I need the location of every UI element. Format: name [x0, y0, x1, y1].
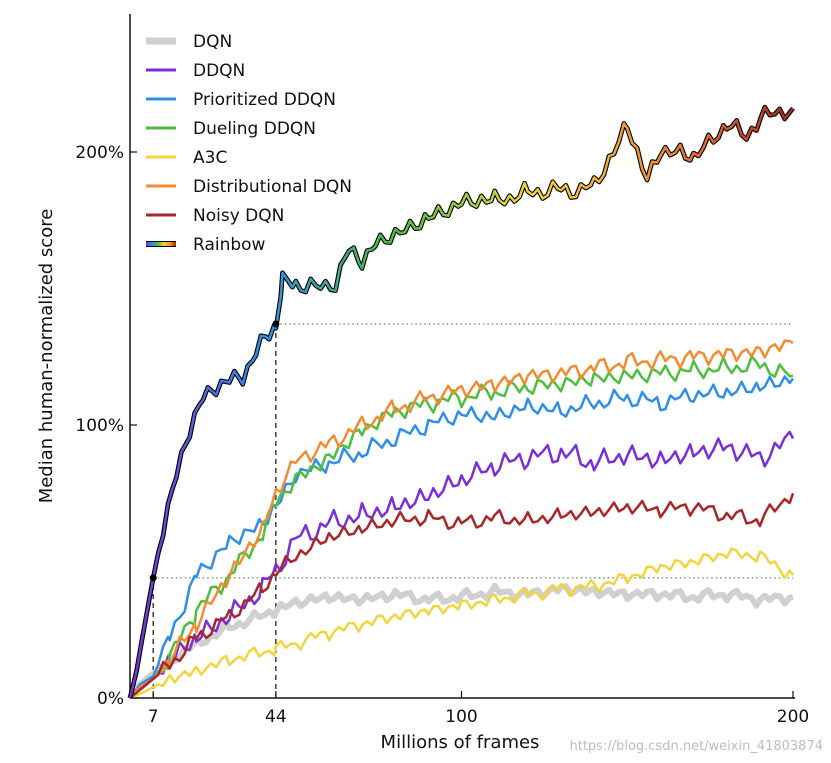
- y-tick-label-0: 0%: [97, 689, 124, 709]
- series-line-dqn: [127, 582, 794, 700]
- marker-point-0: [149, 574, 157, 582]
- series-line-dueling-ddqn: [129, 355, 794, 699]
- legend-label-1: DDQN: [193, 61, 245, 81]
- series-lines: [127, 104, 795, 700]
- y-tick-label-2: 200%: [75, 143, 124, 163]
- legend-label-0: DQN: [193, 32, 232, 52]
- markers: [149, 320, 280, 582]
- reference-lines: [152, 323, 793, 698]
- x-axis-title: Millions of frames: [381, 732, 540, 753]
- x-tick-label-1: 44: [265, 707, 287, 727]
- legend-label-6: Noisy DQN: [193, 206, 284, 226]
- x-tick-label-0: 7: [148, 707, 159, 727]
- legend-label-2: Prioritized DDQN: [193, 90, 336, 110]
- watermark: https://blog.csdn.net/weixin_41803874: [569, 739, 823, 754]
- legend-label-4: A3C: [193, 148, 227, 168]
- x-tick-label-3: 200: [777, 707, 809, 727]
- y-tick-label-1: 100%: [75, 416, 124, 436]
- legend-swatch-7: [146, 242, 176, 246]
- series-line-noisy-dqn: [129, 492, 795, 699]
- x-ticks: 7 44 100 200: [148, 691, 809, 727]
- y-ticks: 0% 100% 200%: [75, 143, 137, 709]
- series-line-distributional-dqn: [129, 339, 794, 699]
- y-axis-title: Median human-normalized score: [36, 209, 57, 504]
- legend-label-7: Rainbow: [193, 235, 266, 255]
- legend: DQN DDQN Prioritized DDQN Dueling DDQN A3C Di…: [146, 32, 352, 255]
- marker-point-1: [272, 320, 280, 328]
- series-line-ddqn: [129, 430, 795, 699]
- legend-label-3: Dueling DDQN: [193, 119, 316, 139]
- series-line-rainbow: [128, 105, 794, 699]
- legend-label-5: Distributional DQN: [193, 177, 352, 197]
- series-line-a3c: [129, 547, 795, 700]
- x-tick-label-2: 100: [445, 707, 477, 727]
- series-line-prioritized-ddqn: [128, 375, 794, 699]
